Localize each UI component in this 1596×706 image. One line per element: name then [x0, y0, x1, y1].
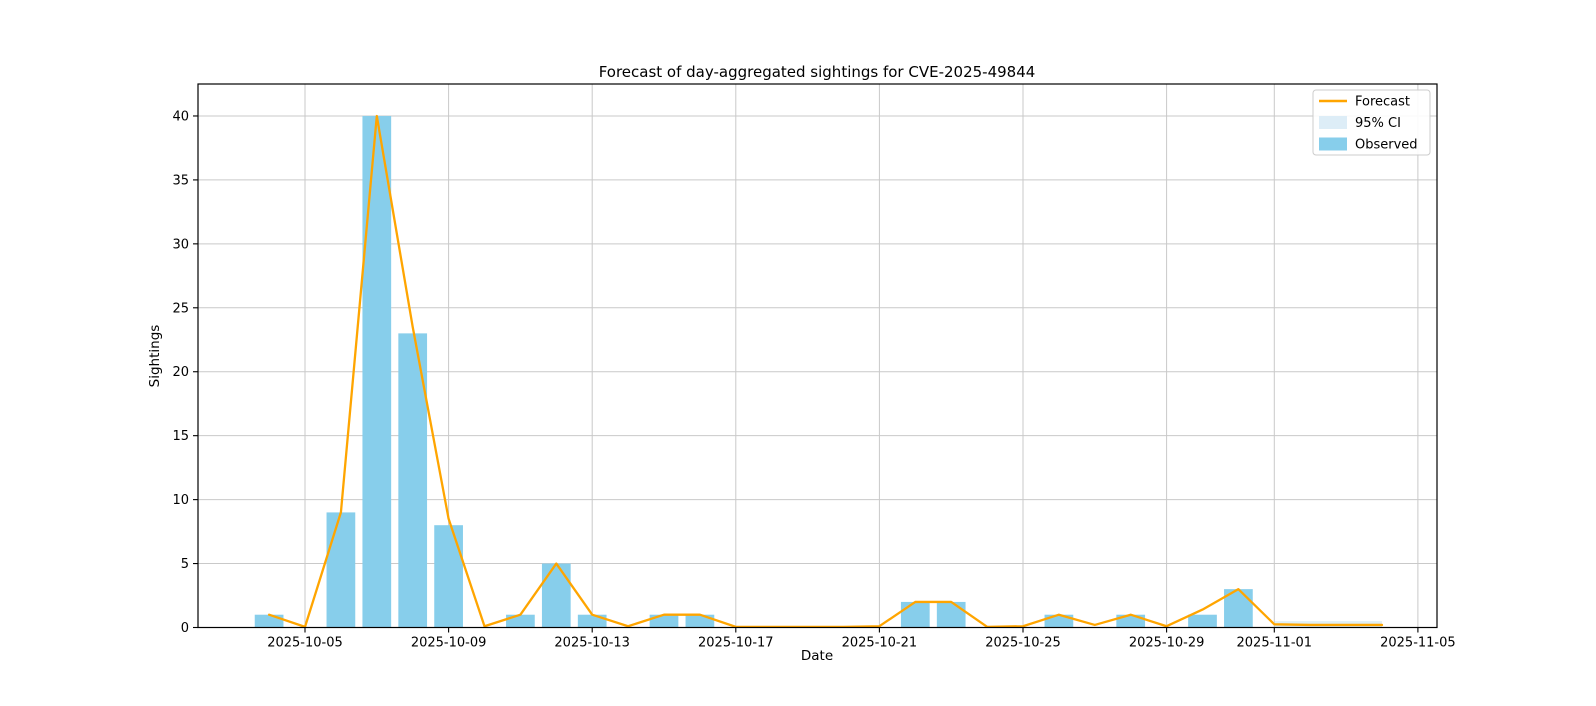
- axes-spines: [197, 83, 1438, 629]
- legend-patch-swatch-95-ci: [1319, 116, 1347, 129]
- observed-bar-2025-10-11: [506, 614, 535, 628]
- y-tick-label-10: 10: [172, 493, 189, 508]
- plot-layer: 2025-10-05 2025-10-09 2025-10-13 2025-10-17…: [172, 83, 1456, 651]
- legend-patch-swatch-observed: [1319, 137, 1347, 151]
- x-tick-label-2025-10-25: 2025-10-25: [985, 636, 1061, 651]
- observed-bar-2025-10-07: [362, 115, 392, 628]
- forecast-line: [267, 114, 1384, 629]
- x-tick-label-2025-11-05: 2025-11-05: [1380, 636, 1456, 651]
- legend-label-95-ci: 95% CI: [1355, 116, 1401, 131]
- y-tick-label-15: 15: [172, 429, 189, 444]
- y-tick-label-20: 20: [172, 365, 189, 380]
- x-tick-label-2025-10-29: 2025-10-29: [1129, 636, 1205, 651]
- y-tick-label-25: 25: [172, 301, 189, 316]
- x-tick-label-2025-11-01: 2025-11-01: [1237, 636, 1313, 651]
- legend-item-95-ci: 95% CI: [1319, 116, 1401, 131]
- observed-bar-2025-10-30: [1188, 614, 1217, 628]
- x-axis-label: Date: [801, 648, 833, 664]
- legend: Forecast 95% CI Observed: [1312, 89, 1431, 156]
- y-tick-label-40: 40: [172, 109, 189, 124]
- y-tick-label-35: 35: [172, 173, 189, 188]
- observed-bar-2025-10-23: [936, 601, 966, 628]
- y-tick-label-30: 30: [172, 237, 189, 252]
- observed-bar-2025-10-12: [541, 563, 571, 628]
- legend-label-forecast: Forecast: [1355, 95, 1410, 110]
- x-tick-label-2025-10-17: 2025-10-17: [698, 636, 774, 651]
- y-tick-label-0: 0: [181, 621, 189, 636]
- y-tick-label-5: 5: [181, 557, 189, 572]
- observed-bar-2025-10-06: [326, 512, 356, 628]
- observed-bar-2025-10-04: [254, 614, 284, 628]
- x-tick-label-2025-10-09: 2025-10-09: [411, 636, 487, 651]
- x-tick-label-2025-10-21: 2025-10-21: [842, 636, 918, 651]
- legend-item-observed: Observed: [1319, 137, 1418, 153]
- observed-bar-2025-10-16: [685, 614, 715, 628]
- y-axis-label: Sightings: [147, 325, 163, 388]
- chart-title: Forecast of day-aggregated sightings for…: [599, 63, 1036, 81]
- observed-bar-2025-10-15: [649, 614, 679, 628]
- legend-label-observed: Observed: [1355, 138, 1418, 153]
- x-tick-label-2025-10-13: 2025-10-13: [554, 636, 630, 651]
- legend-item-forecast: Forecast: [1319, 95, 1410, 110]
- observed-bar-2025-10-13: [577, 614, 607, 628]
- x-tick-label-2025-10-05: 2025-10-05: [267, 636, 343, 651]
- observed-bar-2025-10-09: [434, 525, 463, 628]
- observed-bar-2025-10-22: [900, 601, 930, 628]
